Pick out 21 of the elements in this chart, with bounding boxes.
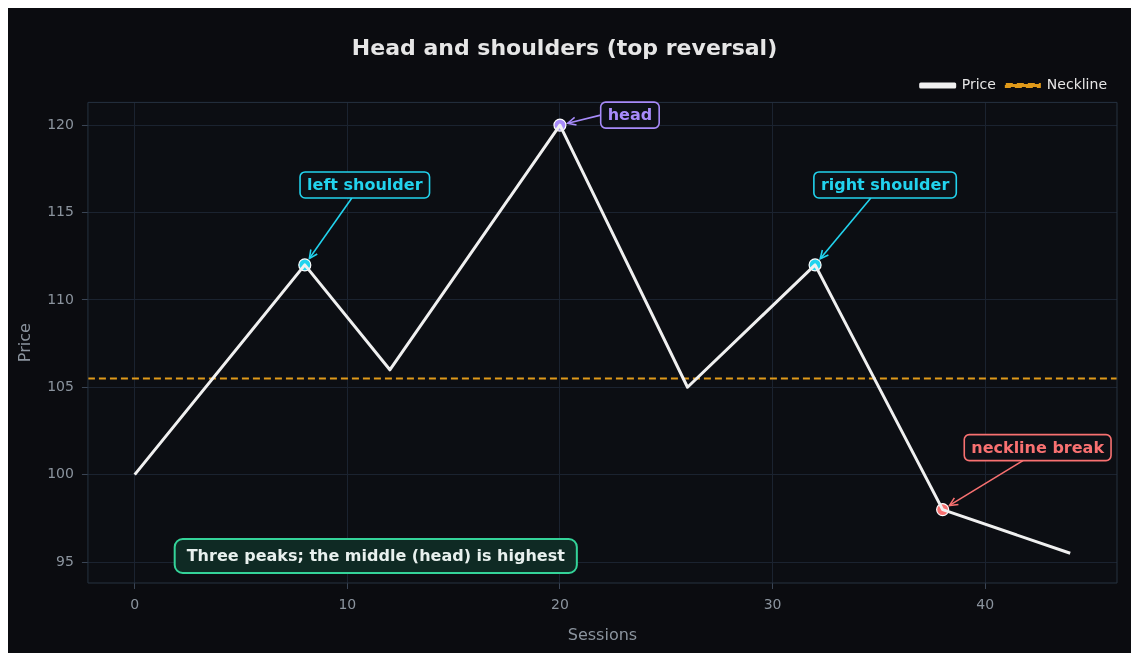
annotation: head: [607, 105, 653, 125]
x-axis-title: Sessions: [567, 624, 638, 644]
annotation: left shoulder: [307, 175, 423, 195]
x-tick-label: 30: [763, 596, 782, 613]
y-tick-label: 100: [47, 465, 74, 482]
y-tick-label: 95: [56, 552, 74, 569]
x-tick-label: 10: [338, 596, 357, 613]
y-tick-label: 120: [47, 115, 74, 132]
chart-title: Head and shoulders (top reversal): [351, 34, 778, 60]
legend-label: Price: [961, 76, 996, 93]
legend-label: Neckline: [1046, 76, 1107, 93]
y-axis-title: Price: [14, 323, 34, 363]
x-tick-label: 20: [551, 596, 569, 613]
y-tick-label: 110: [47, 290, 74, 307]
annotation: neckline break: [971, 437, 1105, 457]
y-tick-label: 115: [47, 203, 74, 220]
x-tick-label: 0: [130, 596, 140, 613]
y-tick-label: 105: [47, 377, 74, 394]
x-tick-label: 40: [976, 596, 995, 613]
annotation: Three peaks; the middle (head) is highest: [186, 546, 566, 566]
annotation: right shoulder: [820, 175, 950, 195]
